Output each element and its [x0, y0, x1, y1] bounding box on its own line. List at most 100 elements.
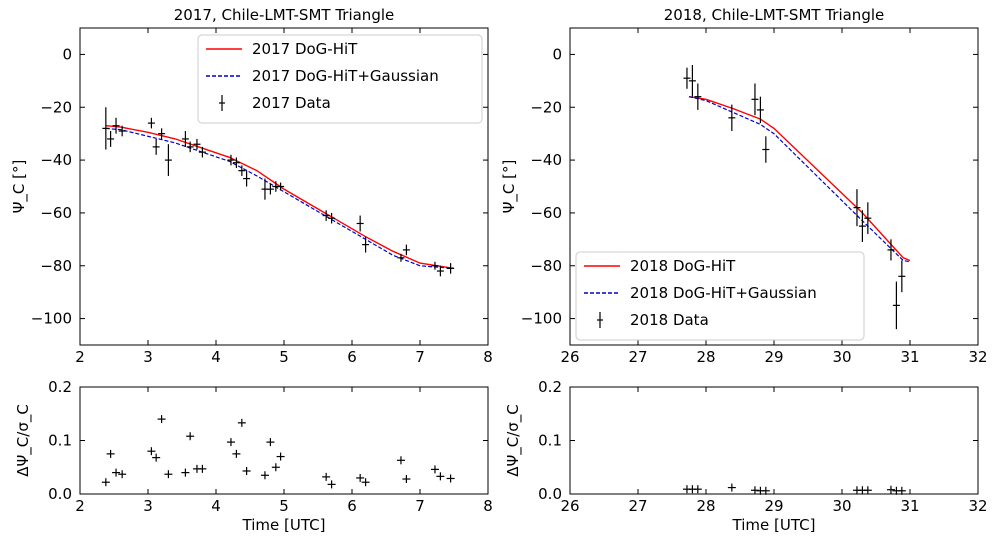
- gaussian-fit-line: [105, 127, 455, 269]
- y-tick-label: −100: [31, 310, 72, 328]
- data-point: [242, 466, 251, 475]
- data-point: [266, 438, 275, 447]
- x-tick-label: 8: [483, 497, 493, 515]
- data-point: [864, 202, 872, 235]
- x-tick-label: 4: [211, 348, 221, 366]
- data-point: [887, 239, 895, 261]
- data-point: [446, 474, 455, 483]
- x-tick-label: 6: [347, 348, 357, 366]
- data-point: [898, 260, 906, 293]
- x-tick-label: 2: [75, 348, 85, 366]
- y-tick-label: 0.0: [538, 485, 562, 503]
- data-point: [101, 478, 110, 487]
- data-point: [152, 453, 161, 462]
- data-point: [356, 473, 365, 482]
- legend: 2018 DoG-HiT 2018 DoG-HiT+Gaussian 2018 Da…: [575, 251, 865, 341]
- panel-4: 26 27 28 29 30 31 32 0.0 0.1 0.2 Time [UTC] ΔΨ_C/σ_…: [504, 378, 988, 534]
- y-tick-label: −20: [40, 98, 72, 116]
- panel-1: 2 3 4 5 6 7 8 0 −20 −40 −60 −80 −100 2017, Chile-LMT-…: [10, 6, 493, 366]
- x-tick-label: 7: [415, 348, 425, 366]
- legend-label: 2017 DoG-HiT+Gaussian: [252, 67, 439, 85]
- data-point: [322, 210, 330, 221]
- legend-item: 2018 DoG-HiT+Gaussian: [584, 284, 817, 302]
- x-tick-label: 28: [696, 348, 715, 366]
- data-point: [892, 281, 900, 330]
- data-point: [362, 236, 370, 253]
- data-point: [266, 183, 274, 195]
- data-point: [157, 415, 166, 424]
- data-point: [447, 263, 455, 274]
- legend-label: 2018 DoG-HiT: [630, 257, 736, 275]
- data-point: [226, 438, 235, 447]
- y-tick-label: −80: [40, 257, 72, 275]
- x-tick-label: 27: [628, 497, 647, 515]
- x-tick-label: 27: [628, 348, 647, 366]
- x-tick-label: 32: [968, 348, 987, 366]
- data-point: [181, 468, 190, 477]
- x-tick-label: 7: [415, 497, 425, 515]
- x-tick-label: 32: [968, 497, 987, 515]
- y-axis-label: Ψ_C [°]: [10, 160, 29, 214]
- data-point: [688, 64, 696, 97]
- y-tick-label: −60: [40, 204, 72, 222]
- legend: 2017 DoG-HiT 2017 DoG-HiT+Gaussian 2017 Da…: [197, 34, 483, 124]
- data-point: [147, 447, 156, 456]
- data-point: [164, 470, 173, 479]
- data-point: [186, 141, 194, 153]
- series-3: [102, 107, 455, 277]
- legend-label: 2017 Data: [252, 94, 331, 112]
- data-point: [181, 131, 189, 147]
- legend-item: 2018 Data: [597, 311, 709, 329]
- data-point: [886, 485, 895, 494]
- y-axis-label: ΔΨ_C/σ_C: [504, 404, 523, 477]
- series-2: [688, 96, 911, 263]
- x-tick-label: 5: [279, 348, 289, 366]
- series-1: [105, 125, 455, 270]
- data-point: [751, 83, 759, 116]
- x-axis-label: Time [UTC]: [242, 516, 326, 534]
- data-point: [237, 418, 246, 427]
- data-point: [198, 464, 207, 473]
- y-tick-label: −60: [530, 204, 562, 222]
- legend-box: [575, 251, 865, 341]
- y-tick-label: −40: [530, 151, 562, 169]
- y-tick-label: −40: [40, 151, 72, 169]
- series-2: [105, 127, 455, 269]
- y-tick-label: −100: [521, 310, 562, 328]
- data-point: [858, 210, 866, 242]
- data-point: [322, 472, 331, 481]
- data-point: [243, 170, 251, 187]
- data-point: [232, 157, 240, 169]
- chart-title: 2018, Chile-LMT-SMT Triangle: [664, 6, 884, 24]
- data-point: [232, 449, 241, 458]
- data-point: [694, 83, 702, 110]
- data-point: [402, 475, 411, 484]
- data-point: [436, 472, 445, 481]
- panel-3: 2 3 4 5 6 7 8 0.0 0.1 0.2 Time [UTC] ΔΨ_C/σ_C: [14, 378, 493, 534]
- data-point: [260, 471, 269, 480]
- data-point: [693, 485, 702, 494]
- chart-title: 2017, Chile-LMT-SMT Triangle: [174, 6, 394, 24]
- data-point: [756, 96, 764, 124]
- legend-label: 2018 Data: [630, 311, 709, 329]
- panel-2: 26 27 28 29 30 31 32 0 −20 −40 −60 −80 −100 2018, Chi…: [500, 6, 988, 366]
- data-point: [728, 104, 736, 132]
- x-tick-label: 31: [900, 497, 919, 515]
- data-point: [402, 244, 410, 256]
- legend-item: 2017 DoG-HiT: [206, 40, 358, 58]
- data-point: [761, 486, 770, 495]
- data-point: [164, 144, 172, 176]
- y-tick-label: 0: [62, 45, 72, 63]
- x-tick-label: 5: [279, 497, 289, 515]
- data-point: [727, 483, 736, 492]
- legend-item: 2017 DoG-HiT+Gaussian: [206, 67, 439, 85]
- dog-hit-line: [105, 125, 455, 270]
- gaussian-fit-line: [688, 96, 911, 263]
- y-axis-label: ΔΨ_C/σ_C: [14, 404, 33, 477]
- data-point: [227, 154, 235, 166]
- x-tick-label: 28: [696, 497, 715, 515]
- series-3: [683, 64, 906, 330]
- data-point: [762, 136, 770, 163]
- y-tick-label: 0: [552, 45, 562, 63]
